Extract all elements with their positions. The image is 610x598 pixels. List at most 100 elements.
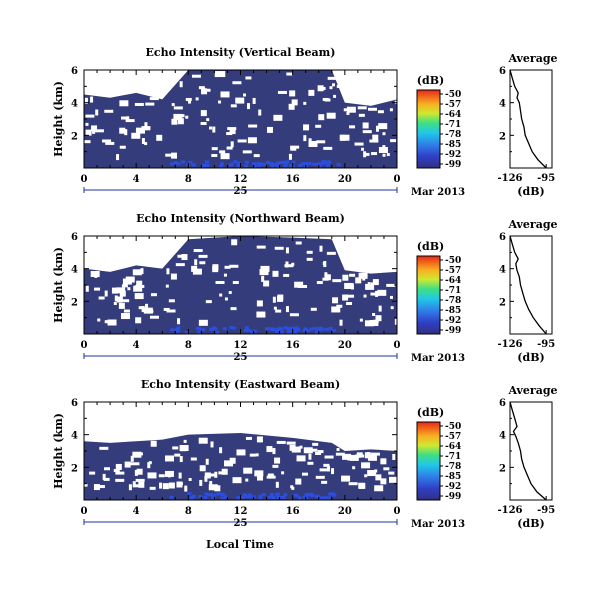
echo-gap-cell (198, 86, 205, 90)
echo-gap-cell (288, 103, 295, 110)
echo-gap-cell (170, 273, 177, 280)
average-title: Average (507, 218, 557, 231)
strong-echo-cell (302, 329, 307, 333)
echo-gap-cell (289, 90, 296, 97)
echo-gap-cell (114, 295, 118, 302)
strong-echo-cell (265, 327, 270, 331)
echo-gap-cell (335, 452, 345, 456)
echo-gap-cell (116, 154, 120, 161)
echo-gap-cell (209, 480, 213, 487)
echo-gap-cell (243, 93, 247, 97)
echo-gap-cell (394, 100, 404, 104)
echo-gap-cell (312, 442, 319, 446)
strong-echo-cell (336, 163, 341, 167)
echo-gap-cell (388, 471, 395, 475)
echo-gap-cell (193, 249, 203, 253)
echo-gap-cell (188, 477, 192, 481)
echo-gap-cell (228, 291, 232, 295)
echo-gap-cell (104, 467, 111, 471)
echo-gap-cell (396, 472, 403, 476)
echo-gap-cell (319, 245, 323, 252)
echo-gap-cell (372, 319, 379, 323)
echo-gap-cell (121, 284, 128, 288)
echo-gap-cell (93, 484, 100, 491)
echo-gap-cell (272, 464, 279, 468)
strong-echo-cell (197, 326, 202, 330)
echo-gap-cell (150, 293, 157, 297)
echo-gap-cell (349, 273, 356, 277)
echo-gap-cell (375, 125, 379, 132)
echo-gap-cell (226, 146, 233, 150)
echo-gap-cell (162, 483, 169, 490)
strong-echo-cell (191, 494, 196, 498)
panel-title: Echo Intensity (Vertical Beam) (145, 46, 335, 59)
echo-gap-cell (158, 474, 165, 478)
echo-gap-region (84, 70, 397, 106)
strong-echo-cell (298, 163, 303, 167)
echo-gap-cell (135, 317, 142, 324)
strong-echo-cell (257, 163, 262, 167)
echo-gap-cell (115, 471, 125, 475)
echo-gap-cell (85, 114, 95, 118)
strong-echo-cell (279, 160, 284, 164)
strong-echo-cell (265, 160, 270, 164)
echo-gap-cell (85, 122, 89, 126)
y-tick-label: 4 (71, 99, 78, 110)
colorbar-tick-label: -85 (445, 472, 461, 482)
echo-gap-cell (132, 481, 136, 488)
strong-echo-cell (247, 328, 252, 332)
echo-gap-cell (369, 139, 379, 143)
y-tick-label: 4 (71, 265, 78, 276)
strong-echo-cell (221, 496, 226, 500)
x-tick-label: 8 (185, 340, 192, 351)
echo-gap-cell (102, 139, 112, 143)
echo-gap-cell (177, 318, 181, 325)
echo-gap-cell (345, 294, 355, 298)
echo-gap-cell (231, 239, 238, 246)
echo-gap-cell (363, 294, 367, 298)
echo-gap-cell (348, 482, 358, 486)
echo-gap-cell (103, 477, 110, 481)
echo-gap-cell (147, 462, 151, 469)
strong-echo-cell (219, 164, 224, 168)
echo-gap-cell (184, 485, 188, 492)
echo-gap-cell (352, 466, 356, 470)
strong-echo-cell (316, 328, 321, 332)
echo-gap-cell (201, 88, 211, 92)
strong-echo-cell (229, 326, 234, 330)
echo-gap-cell (276, 440, 286, 444)
echo-gap-cell (326, 112, 336, 119)
panel-1: Echo Intensity (Vertical Beam) 0 4 8 12 16 20 0… (52, 46, 558, 198)
echo-gap-cell (141, 138, 145, 145)
echo-gap-cell (121, 116, 128, 120)
strong-echo-cell (283, 326, 288, 330)
x-tick-label: 0 (81, 174, 88, 185)
echo-gap-cell (145, 102, 155, 106)
echo-gap-cell (361, 147, 365, 151)
strong-echo-cell (308, 493, 313, 497)
strong-echo-cell (312, 162, 317, 166)
strong-echo-cell (247, 493, 252, 497)
colorbar-tick-label: -50 (445, 256, 461, 266)
colorbar-tick-label: -92 (445, 150, 461, 160)
strong-echo-cell (244, 160, 249, 164)
echo-gap-cell (308, 138, 312, 142)
echo-gap-cell (144, 122, 148, 129)
echo-gap-cell (218, 471, 225, 475)
echo-gap-cell (253, 154, 260, 158)
x-tick-label: 20 (338, 506, 352, 517)
y-axis-label: Height (km) (52, 81, 65, 157)
echo-gap-cell (322, 97, 329, 101)
echo-gap-cell (317, 85, 324, 92)
echo-gap-cell (159, 482, 163, 489)
echo-gap-cell (258, 109, 262, 116)
echo-gap-cell (329, 86, 333, 90)
echo-gap-cell (148, 461, 152, 465)
echo-gap-cell (386, 283, 396, 287)
strong-echo-cell (270, 328, 275, 332)
echo-gap-cell (229, 264, 239, 268)
echo-gap-cell (256, 311, 266, 318)
echo-gap-cell (115, 478, 125, 482)
echo-gap-cell (390, 139, 397, 143)
strong-echo-cell (315, 327, 320, 331)
